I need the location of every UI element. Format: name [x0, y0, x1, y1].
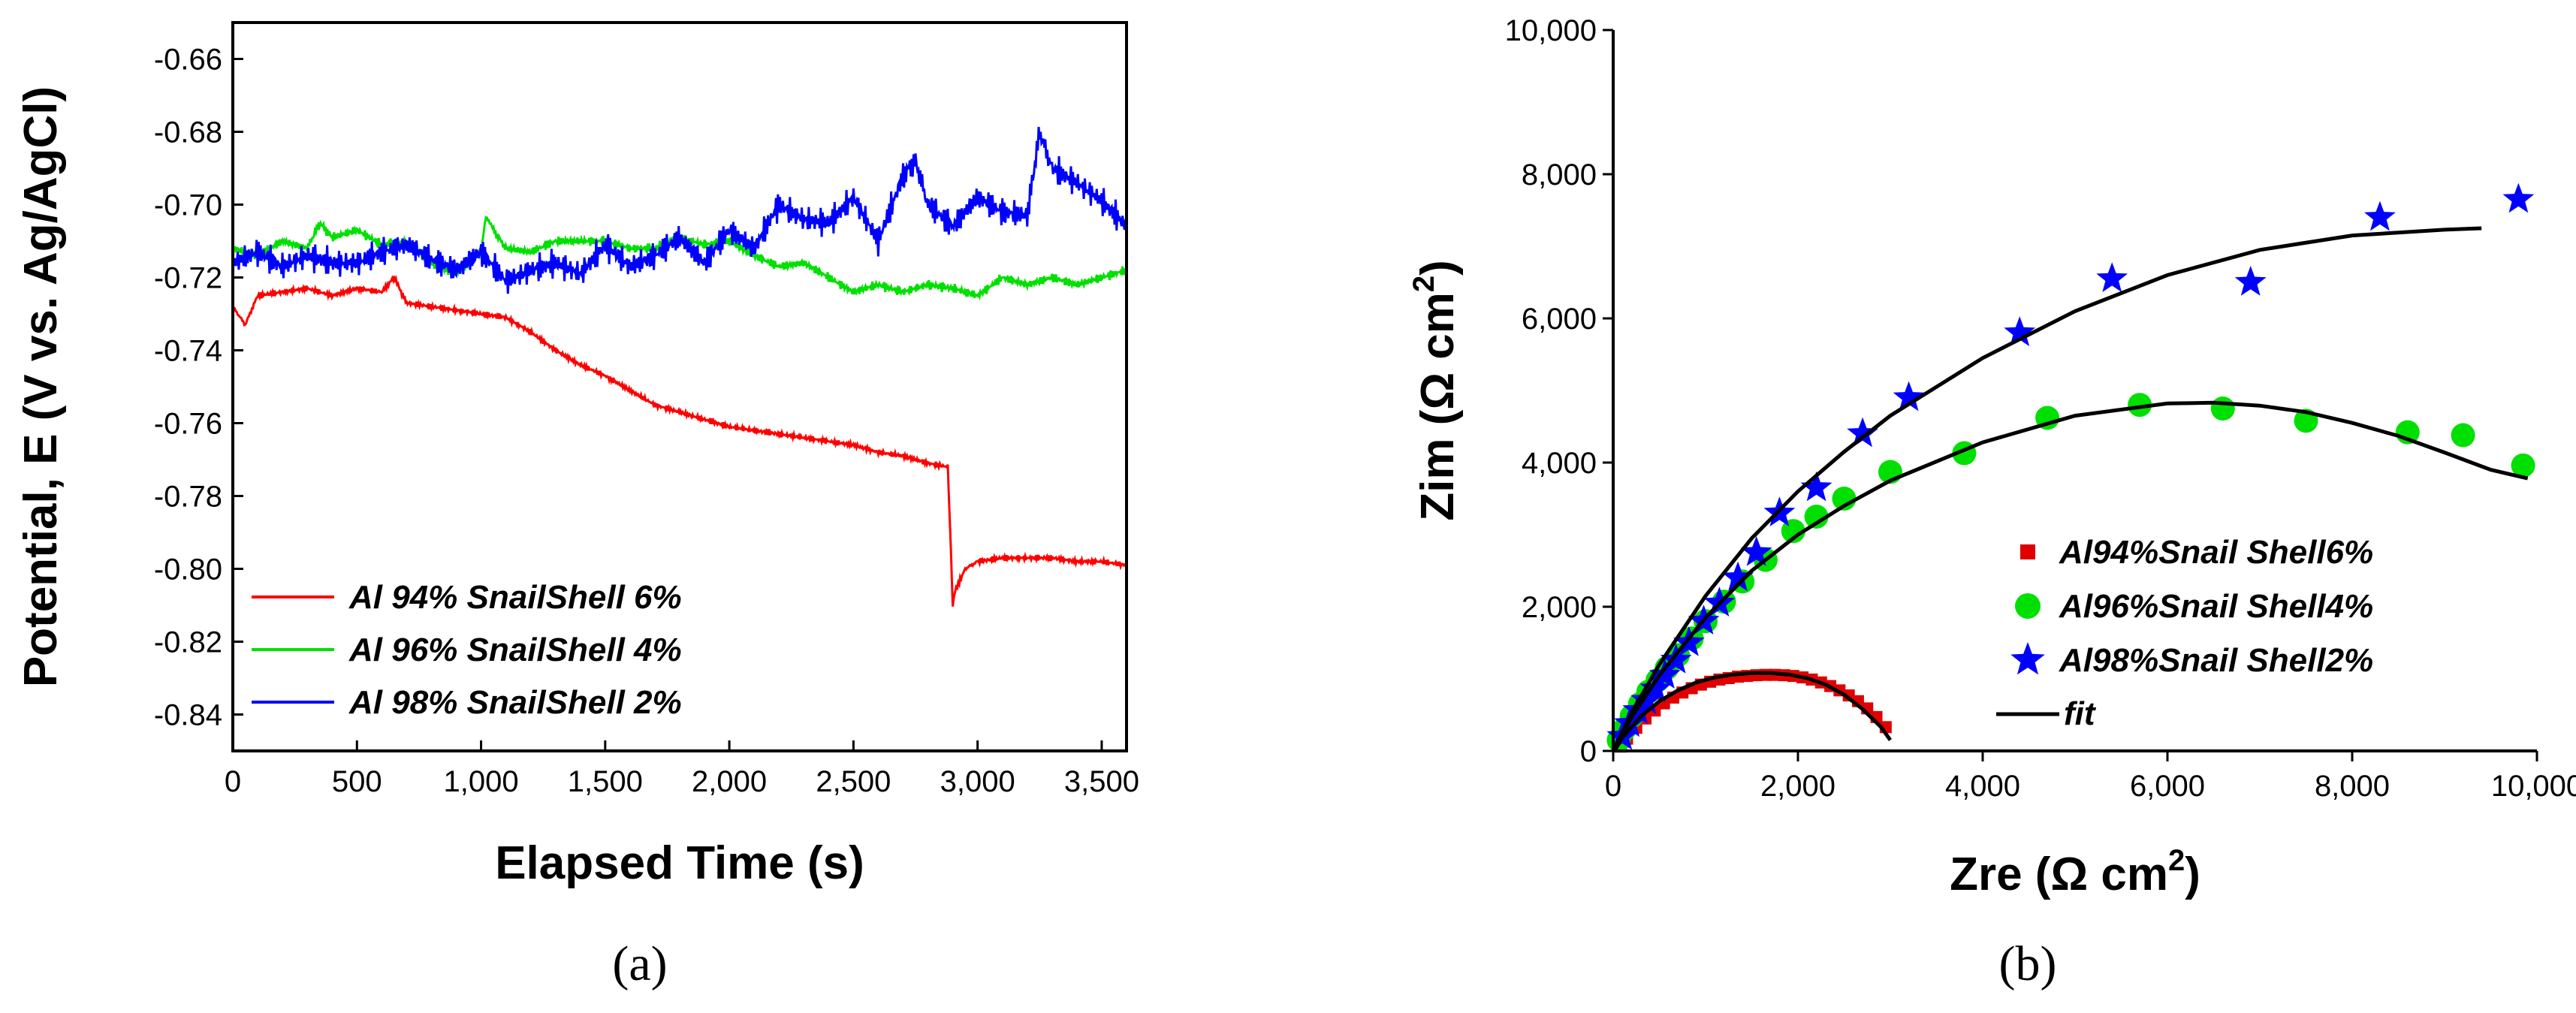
panel-b-x-tick-label: 4,000: [1945, 770, 2020, 803]
panel-b-x-tick-label: 10,000: [2491, 770, 2576, 803]
panel-b-x-axis: 0 2,000 4,000 6,000 8,000 10,000: [1605, 751, 2576, 803]
panel-a-y-tick-label: -0.68: [154, 116, 222, 149]
panel-b-y-axis-title: Zim (Ω cm2): [1407, 260, 1464, 521]
panel-a-y-tick-label: -0.84: [154, 699, 222, 732]
panel-a-x-axis-title: Elapsed Time (s): [495, 837, 864, 889]
panel-a-y-tick-label: -0.74: [154, 335, 222, 368]
panel-b-series-3-point: [2234, 266, 2267, 296]
panel-a-plot-frame: [231, 21, 1128, 752]
panel-b-caption: (b): [1999, 936, 2057, 991]
panel-a-y-tick-label: -0.80: [154, 553, 222, 586]
panel-b-series-3-point: [1740, 536, 1772, 566]
panel-a-legend-label: Al 94% SnailShell 6%: [348, 579, 682, 616]
panel-b-series-3-point: [1722, 561, 1754, 592]
panel-a-x-tick-label: 3,500: [1064, 765, 1139, 798]
panel-b-series-3-point: [1630, 683, 1663, 714]
panel-b-series-2-point: [1804, 505, 1829, 529]
panel-b-fit-curve-2: [1611, 400, 2529, 752]
panel-a-y-tick-label: -0.70: [154, 189, 222, 222]
panel-b-legend-swatch: [2020, 544, 2035, 559]
panel-b-series-3-point: [1660, 644, 1692, 674]
panel-a-x-tick-label: 2,500: [816, 765, 891, 798]
panel-b-x-tick-label: 0: [1605, 770, 1621, 803]
panel-a-legend-label: Al 98% SnailShell 2%: [348, 684, 682, 721]
panel-a-legend: Al 94% SnailShell 6% Al 96% SnailShell 4%…: [252, 579, 682, 721]
panel-a-series-line-3: [231, 126, 1128, 294]
panel-b-legend-label: fit: [2064, 695, 2097, 732]
panel-b-series-2-point: [2210, 396, 2235, 421]
panel-b-series-3-point: [1649, 659, 1681, 689]
panel-b-series-3-point: [1893, 381, 1925, 412]
panel-a-caption: (a): [612, 936, 667, 991]
panel-a-x-tick-label: 500: [332, 765, 382, 798]
panel-b-legend-swatch: [2015, 593, 2041, 619]
panel-b-y-tick-label: 2,000: [1522, 591, 1597, 624]
panel-b-x-axis-title: Zre (Ω cm2): [1950, 844, 2200, 900]
panel-b-legend-label: Al94%Snail Shell6%: [2059, 534, 2373, 571]
panel-a-series-group: [231, 126, 1128, 607]
panel-a-y-tick-label: -0.78: [154, 481, 222, 514]
panel-b-legend-swatch: [2010, 642, 2045, 675]
panel-a-x-tick-label: 3,000: [940, 765, 1015, 798]
panel-b-series-2-point: [2451, 423, 2475, 448]
panel-b-y-tick-label: 0: [1580, 735, 1597, 768]
panel-b-fit-curve-3: [1611, 226, 2482, 752]
panel-a-x-tick-label: 1,000: [444, 765, 519, 798]
panel-b-fit-curve-1: [1613, 671, 1893, 752]
panel-a-y-tick-label: -0.72: [154, 262, 222, 295]
panel-b-impedance-chart: 0 2,000 4,000 6,000 8,000 10,000 0 2,000 4,000 6…: [1407, 14, 2576, 991]
panel-b-x-tick-label: 2,000: [1760, 770, 1835, 803]
panel-b-y-tick-label: 10,000: [1505, 14, 1597, 47]
panel-b-y-tick-label: 4,000: [1522, 447, 1597, 480]
panel-b-y-tick-label: 6,000: [1522, 303, 1597, 336]
panel-a-y-tick-label: -0.76: [154, 408, 222, 441]
panel-b-y-tick-label: 8,000: [1522, 158, 1597, 191]
panel-a-x-tick-label: 0: [225, 765, 241, 798]
panel-b-legend: Al94%Snail Shell6% Al96%Snail Shell4% Al98…: [1996, 534, 2373, 732]
panel-b-series-3-point: [2096, 262, 2128, 292]
panel-b-legend-label: Al98%Snail Shell2%: [2059, 642, 2373, 679]
panel-b-series-2-point: [2511, 453, 2535, 478]
panel-a-x-tick-label: 2,000: [692, 765, 767, 798]
panel-a-legend-label: Al 96% SnailShell 4%: [348, 632, 682, 668]
panel-b-x-tick-label: 8,000: [2315, 770, 2390, 803]
panel-a-x-axis: 0 500 1,000 1,500 2,000 2,500 3,000 3,500: [225, 740, 1139, 798]
panel-a-x-tick-label: 1,500: [568, 765, 643, 798]
panel-b-legend-label: Al96%Snail Shell4%: [2059, 588, 2373, 625]
panel-b-y-axis: 0 2,000 4,000 6,000 8,000 10,000: [1505, 14, 1613, 768]
panel-b-series-3-point: [2502, 182, 2535, 213]
panel-a-series-line-1: [231, 275, 1127, 607]
panel-b-series-3-point: [1847, 417, 1878, 448]
panel-b-series-3-point: [2364, 200, 2396, 231]
panel-b-series-2-point: [2128, 393, 2152, 418]
panel-a-y-axis: -0.84 -0.82 -0.80 -0.78 -0.76 -0.74 -0.72 -0.70…: [154, 44, 243, 732]
panel-a-y-tick-label: -0.66: [154, 44, 222, 77]
panel-a-potential-chart: 0 500 1,000 1,500 2,000 2,500 3,000 3,500 -0.84…: [15, 21, 1139, 991]
panel-a-y-axis-title: Potential, E (V vs. Ag/AgCl): [15, 86, 67, 687]
panel-a-y-tick-label: -0.82: [154, 626, 222, 659]
panel-b-x-tick-label: 6,000: [2130, 770, 2205, 803]
panel-b-series-3-point: [1800, 471, 1832, 502]
panel-b-series-3-point: [2004, 316, 2036, 346]
